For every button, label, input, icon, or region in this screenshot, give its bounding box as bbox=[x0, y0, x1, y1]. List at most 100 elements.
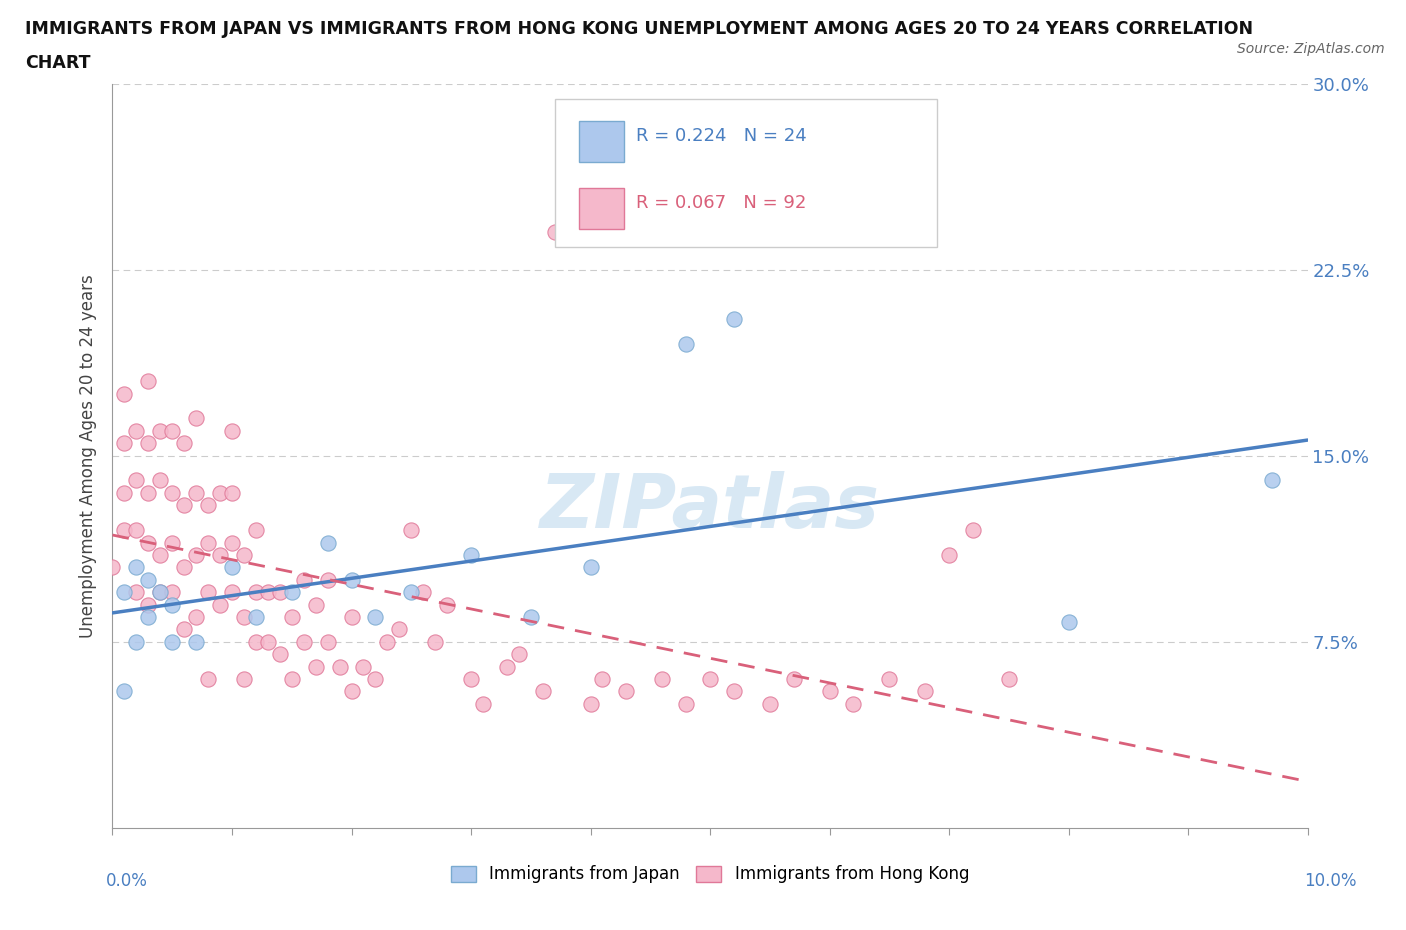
Point bbox=[257, 585, 280, 600]
Point bbox=[1057, 615, 1080, 630]
Text: R = 0.067   N = 92: R = 0.067 N = 92 bbox=[636, 193, 806, 212]
Point bbox=[353, 659, 375, 674]
Point bbox=[292, 634, 315, 649]
Point bbox=[173, 436, 195, 451]
Point bbox=[723, 312, 745, 326]
Point bbox=[616, 684, 638, 698]
Point bbox=[186, 609, 208, 624]
Point bbox=[125, 423, 148, 438]
Point bbox=[233, 548, 256, 563]
Point bbox=[221, 535, 243, 550]
Point bbox=[233, 609, 256, 624]
Point bbox=[281, 609, 304, 624]
Point bbox=[162, 634, 183, 649]
Point bbox=[186, 411, 208, 426]
Point bbox=[149, 585, 172, 600]
Point bbox=[245, 634, 267, 649]
Point bbox=[388, 622, 411, 637]
Point bbox=[364, 609, 387, 624]
Point bbox=[245, 585, 267, 600]
Y-axis label: Unemployment Among Ages 20 to 24 years: Unemployment Among Ages 20 to 24 years bbox=[79, 273, 97, 638]
Point bbox=[162, 423, 183, 438]
Point bbox=[125, 560, 148, 575]
Point bbox=[579, 560, 602, 575]
Point bbox=[149, 473, 172, 488]
Point bbox=[818, 684, 841, 698]
Point bbox=[364, 671, 387, 686]
Point bbox=[316, 535, 339, 550]
Point bbox=[162, 535, 183, 550]
Text: 10.0%: 10.0% bbox=[1305, 872, 1357, 890]
Point bbox=[221, 560, 243, 575]
Point bbox=[675, 697, 697, 711]
Point bbox=[316, 572, 339, 587]
Point bbox=[197, 498, 219, 512]
Point bbox=[425, 634, 447, 649]
Point bbox=[460, 548, 482, 563]
Point bbox=[245, 523, 267, 538]
Point bbox=[1261, 473, 1284, 488]
Point bbox=[138, 572, 160, 587]
Point bbox=[125, 473, 148, 488]
Point bbox=[138, 374, 160, 389]
Text: R = 0.224   N = 24: R = 0.224 N = 24 bbox=[636, 126, 807, 145]
Point bbox=[114, 436, 135, 451]
Text: ZIPatlas: ZIPatlas bbox=[540, 472, 880, 544]
Point bbox=[114, 386, 135, 401]
Point bbox=[520, 609, 543, 624]
Point bbox=[460, 671, 482, 686]
Point bbox=[305, 659, 328, 674]
Point bbox=[149, 423, 172, 438]
Point bbox=[531, 684, 554, 698]
Point bbox=[842, 697, 865, 711]
Point bbox=[699, 671, 721, 686]
Point bbox=[316, 634, 339, 649]
Point bbox=[257, 634, 280, 649]
Point bbox=[197, 585, 219, 600]
Point bbox=[305, 597, 328, 612]
Point bbox=[998, 671, 1021, 686]
Point bbox=[162, 585, 183, 600]
Point bbox=[138, 436, 160, 451]
Point bbox=[138, 597, 160, 612]
Point bbox=[269, 646, 291, 661]
Point bbox=[579, 697, 602, 711]
Point bbox=[114, 585, 135, 600]
Point bbox=[173, 622, 195, 637]
Point bbox=[233, 671, 256, 686]
Legend: Immigrants from Japan, Immigrants from Hong Kong: Immigrants from Japan, Immigrants from H… bbox=[444, 858, 976, 890]
Point bbox=[245, 609, 267, 624]
Point bbox=[508, 646, 530, 661]
Point bbox=[592, 671, 614, 686]
Bar bbox=[579, 188, 624, 229]
Point bbox=[412, 585, 434, 600]
Point bbox=[783, 671, 806, 686]
Point bbox=[138, 609, 160, 624]
Point bbox=[962, 523, 984, 538]
Point bbox=[197, 535, 219, 550]
Point bbox=[209, 548, 232, 563]
Text: 0.0%: 0.0% bbox=[105, 872, 148, 890]
Point bbox=[186, 485, 208, 500]
Point bbox=[340, 684, 363, 698]
Point bbox=[162, 485, 183, 500]
Point bbox=[197, 671, 219, 686]
Point bbox=[209, 485, 232, 500]
Point bbox=[759, 697, 782, 711]
Point bbox=[675, 337, 697, 352]
FancyBboxPatch shape bbox=[554, 99, 938, 247]
Point bbox=[101, 560, 124, 575]
Point bbox=[186, 634, 208, 649]
Point bbox=[340, 609, 363, 624]
Point bbox=[186, 548, 208, 563]
Point bbox=[149, 585, 172, 600]
Text: Source: ZipAtlas.com: Source: ZipAtlas.com bbox=[1237, 42, 1385, 56]
Point bbox=[125, 523, 148, 538]
Point bbox=[281, 671, 304, 686]
Point bbox=[377, 634, 399, 649]
Point bbox=[472, 697, 495, 711]
Point bbox=[436, 597, 458, 612]
Point bbox=[221, 585, 243, 600]
Bar bbox=[579, 121, 624, 162]
Point bbox=[281, 585, 304, 600]
